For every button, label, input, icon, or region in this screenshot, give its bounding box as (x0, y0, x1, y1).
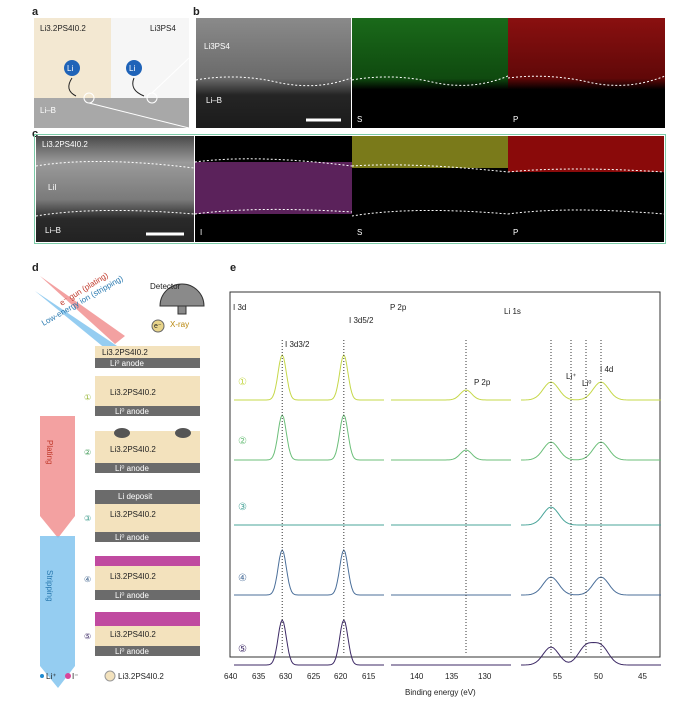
xps-trace-4 (234, 549, 661, 596)
panel-c-sem-image (36, 136, 194, 242)
xps-trace-2 (234, 414, 661, 461)
panel-letter-a: a (32, 6, 39, 18)
panel-c-bottom-label: Li–B (45, 226, 62, 235)
svg-text:Li: Li (129, 64, 135, 73)
panel-d-step-4: ④ (84, 575, 92, 584)
panel-c-map-p-label: P (513, 228, 519, 237)
tick-label-630: 630 (279, 672, 293, 681)
tick-label-640: 640 (224, 672, 238, 681)
svg-text:Li: Li (67, 64, 73, 73)
panel-d-layer-label: Li3.2PS4I0.2 (102, 348, 148, 357)
panel-c-mid-label: LiI (48, 183, 57, 192)
panel-d-step-2: ② (84, 448, 92, 457)
peak-label-p2p: P 2p (474, 378, 491, 387)
tick-label-635: 635 (252, 672, 266, 681)
panel-a-left-label: Li3.2PS4I0.2 (40, 24, 86, 33)
xps-trace-3 (234, 506, 661, 526)
panel-d-stripping-label: Stripping (45, 570, 54, 602)
panel-c-map-i-label: I (200, 228, 203, 237)
tick-label-55: 55 (553, 672, 562, 681)
panel-d-legend-electrolyte: Li3.2PS4I0.2 (118, 672, 164, 681)
tick-label-625: 625 (307, 672, 321, 681)
peak-label-i3d52: I 3d5/2 (349, 316, 374, 325)
panel-b-map-p (508, 18, 665, 128)
panel-c-frame (34, 134, 666, 244)
panel-d-legend-li: Li⁺ (46, 672, 57, 681)
panel-d-step-5: ⑤ (84, 632, 92, 641)
xps-trace-5 (234, 619, 661, 666)
peak-label-li-plus: Li⁺ (566, 372, 577, 381)
peak-label-li0: Li⁰ (582, 379, 592, 388)
panel-d-electron-label: e⁻ (154, 323, 162, 330)
panel-letter-d: d (32, 262, 39, 274)
panel-d-step-4-anode: Li⁰ anode (115, 591, 149, 600)
panel-e-section-p2p: P 2p (390, 303, 407, 312)
tick-label-620: 620 (334, 672, 348, 681)
panel-e-step-1: ① (238, 377, 247, 388)
panel-d-step-5-layer: Li3.2PS4I0.2 (110, 630, 156, 639)
panel-e-section-li1s: Li 1s (504, 307, 521, 316)
panel-c-map-s (352, 136, 508, 242)
panel-b-bottom-label: Li–B (206, 96, 223, 105)
panel-d-anode-label: Li⁰ anode (110, 359, 144, 368)
panel-e-step-4: ④ (238, 573, 247, 584)
panel-b-map-p-label: P (513, 115, 519, 124)
panel-d-legend-i: I⁻ (72, 672, 79, 681)
panel-d-step-4-layer: Li3.2PS4I0.2 (110, 572, 156, 581)
panel-e-step-2: ② (238, 436, 247, 447)
panel-c-map-i (195, 136, 352, 242)
tick-label-140: 140 (410, 672, 424, 681)
panel-e-step-5: ⑤ (238, 644, 247, 655)
panel-c-map-s-label: S (357, 228, 363, 237)
panel-a-right-label: Li3PS4 (150, 24, 176, 33)
panel-d-step-1-anode: Li⁰ anode (115, 407, 149, 416)
panel-letter-b: b (193, 6, 200, 18)
panel-e-section-i3d: I 3d (233, 303, 247, 312)
panel-d-li-deposit-label: Li deposit (118, 492, 153, 501)
tick-label-50: 50 (594, 672, 603, 681)
tick-label-45: 45 (638, 672, 647, 681)
panel-d-detector-label: Detector (150, 282, 181, 291)
panel-d-xray-label: X-ray (170, 320, 190, 329)
panel-e-xps-chart (229, 291, 661, 666)
panel-b-sem-image (196, 18, 351, 128)
x-axis-label: Binding energy (eV) (405, 688, 476, 697)
panel-letter-e: e (230, 262, 237, 274)
panel-c-top-label: Li3.2PS4I0.2 (42, 140, 88, 149)
panel-d-step-3: ③ (84, 514, 92, 523)
panel-b-map-s (352, 18, 508, 128)
panel-d-step-2-anode: Li⁰ anode (115, 464, 149, 473)
panel-d-plating-label: Plating (45, 440, 54, 465)
peak-label-i3d32: I 3d3/2 (285, 340, 310, 349)
panel-d-step-1: ① (84, 393, 92, 402)
tick-label-130: 130 (478, 672, 492, 681)
xps-trace-1 (234, 354, 661, 401)
panel-d-schematic (35, 276, 205, 688)
panel-a-bottom-label: Li–B (40, 106, 57, 115)
panel-b-top-label: Li3PS4 (204, 42, 230, 51)
panel-d-step-3-layer: Li3.2PS4I0.2 (110, 510, 156, 519)
panel-e-step-3: ③ (238, 502, 247, 513)
panel-d-step-2-layer: Li3.2PS4I0.2 (110, 445, 156, 454)
panel-d-step-5-anode: Li⁰ anode (115, 647, 149, 656)
panel-c-map-p (508, 136, 664, 242)
peak-label-i4d: I 4d (600, 365, 614, 374)
panel-b-map-s-label: S (357, 115, 363, 124)
panel-a-schematic: Li Li (34, 18, 189, 128)
tick-label-135: 135 (445, 672, 459, 681)
panel-d-step-3-anode: Li⁰ anode (115, 533, 149, 542)
tick-label-615: 615 (362, 672, 376, 681)
panel-d-step-1-layer: Li3.2PS4I0.2 (110, 388, 156, 397)
